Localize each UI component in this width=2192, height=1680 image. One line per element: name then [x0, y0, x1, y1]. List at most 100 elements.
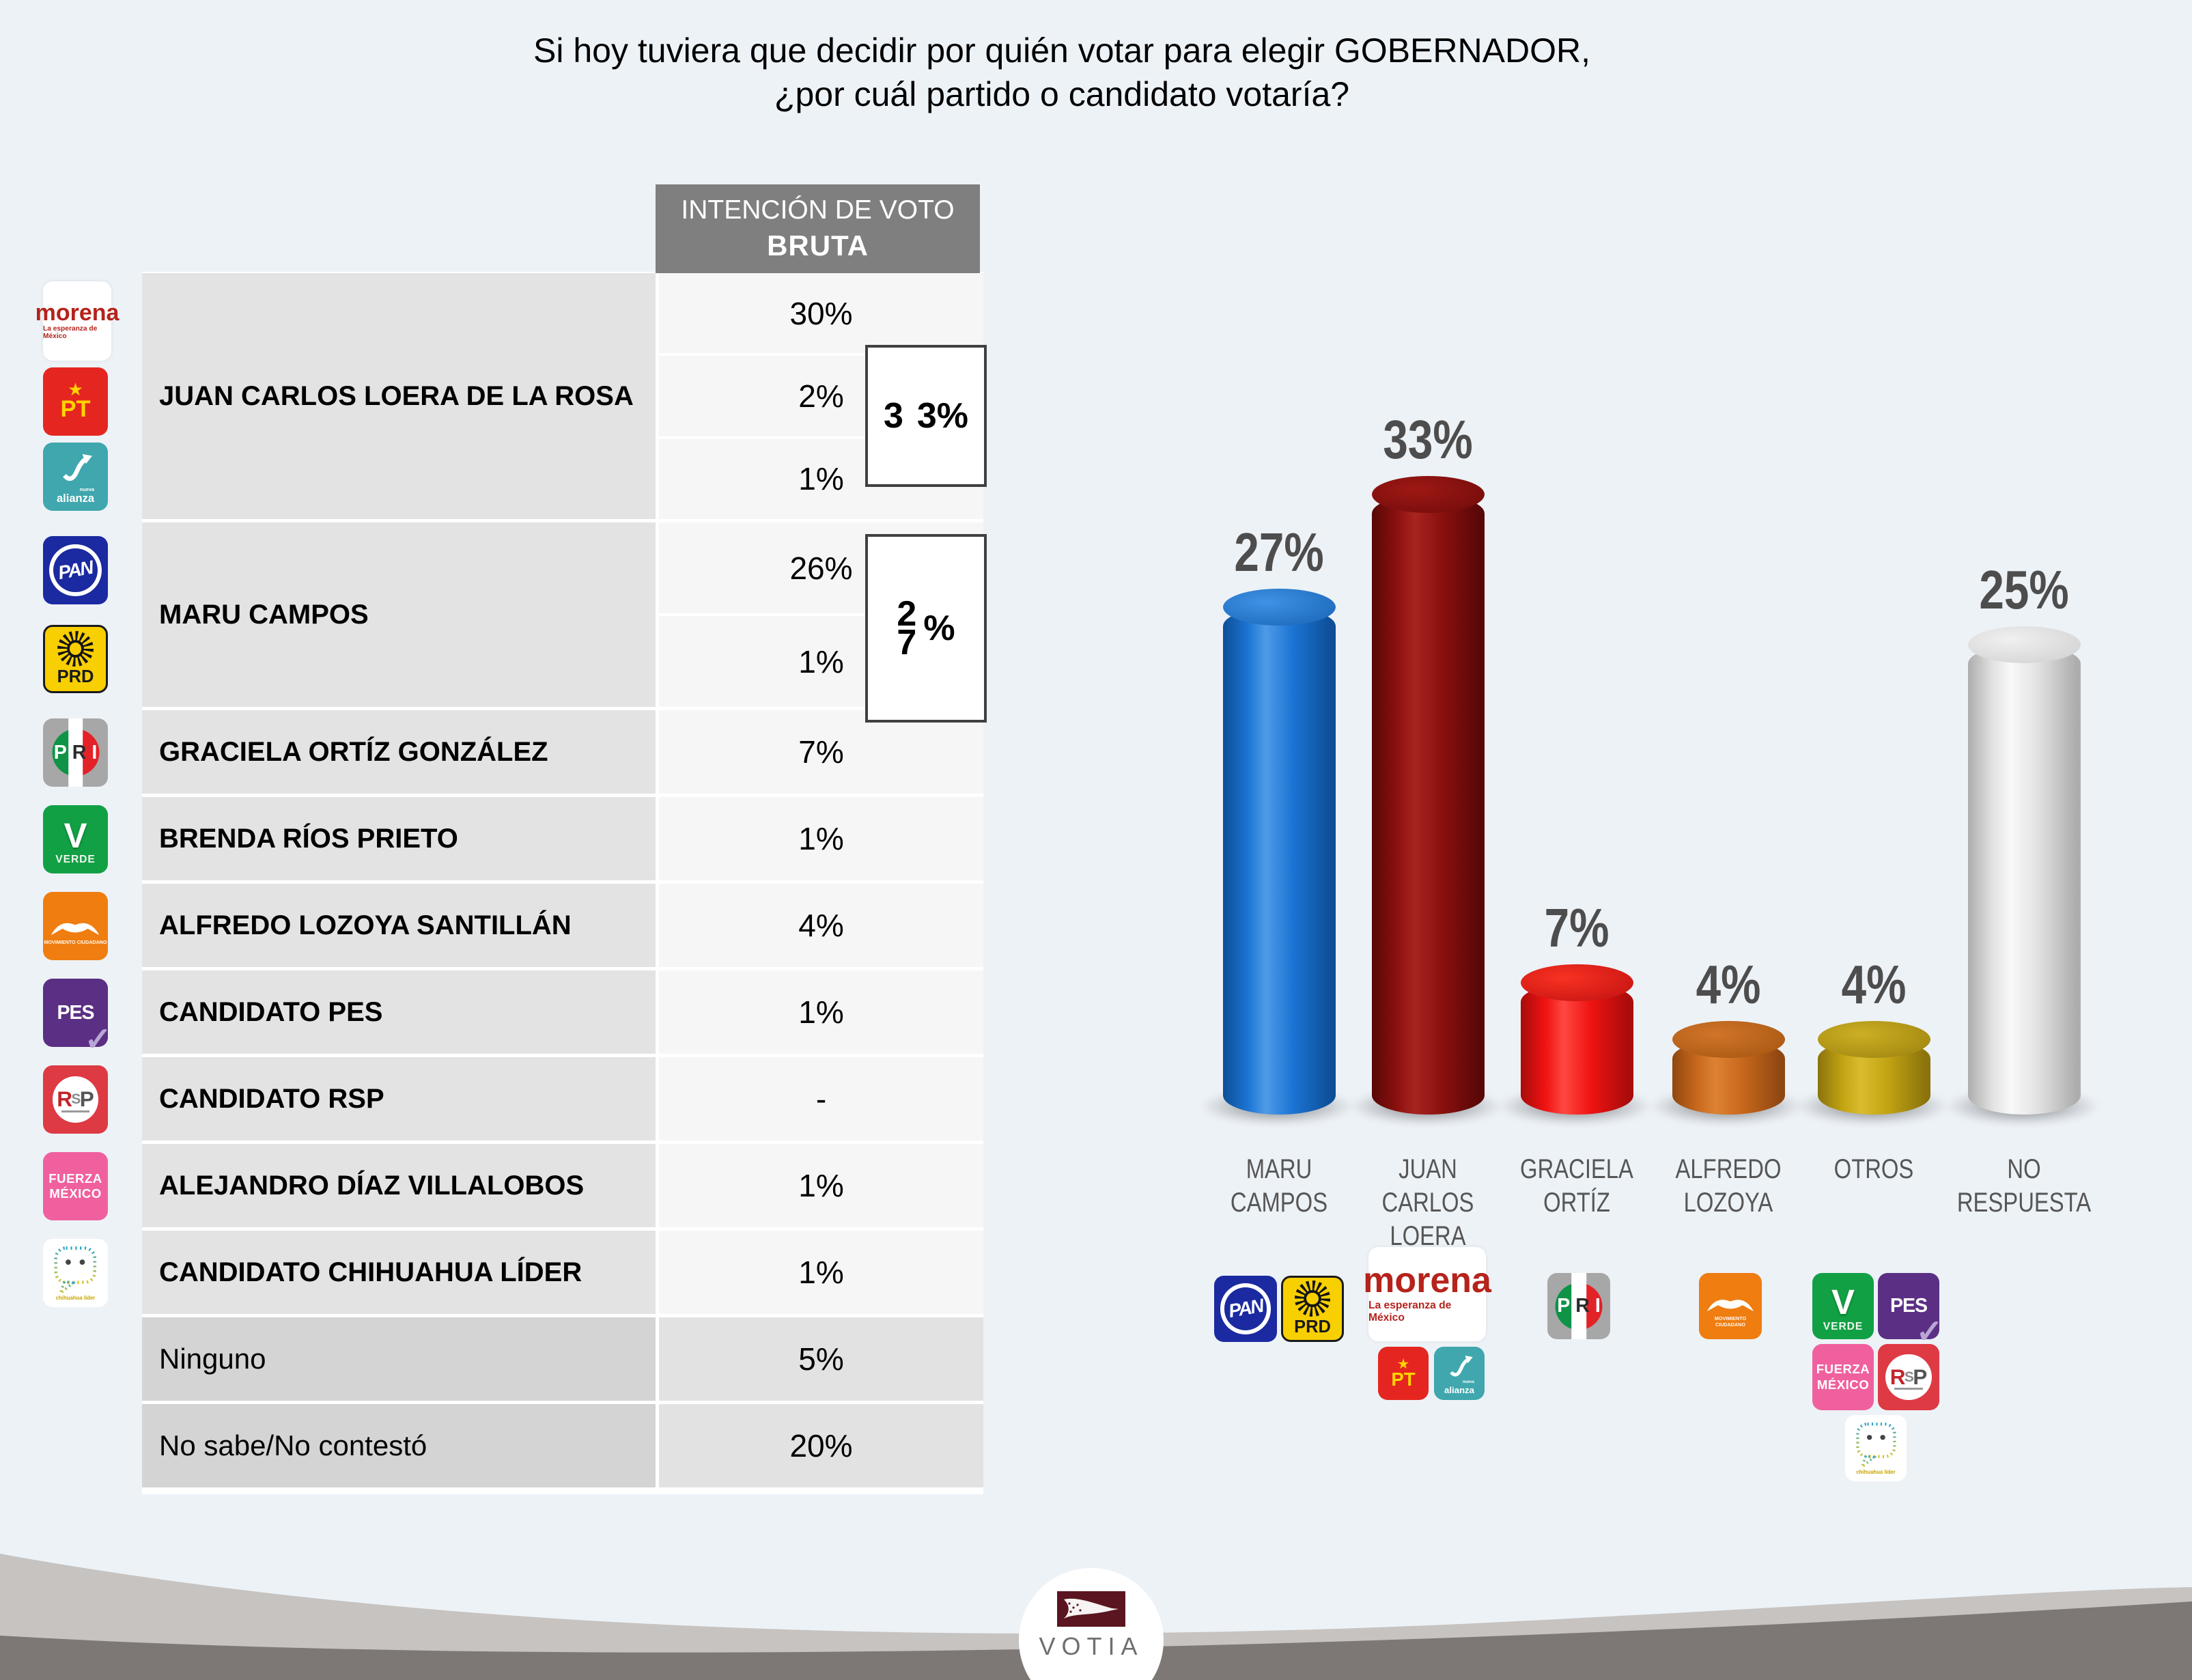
combined-percent-sign: % — [923, 608, 955, 648]
table-row: chihuahua líder CANDIDATO CHIHUAHUA LÍDE… — [31, 1231, 983, 1314]
vote-value: 30% — [659, 273, 983, 354]
candidate-name: GRACIELA ORTÍZ GONZÁLEZ — [142, 710, 656, 794]
page-title: Si hoy tuviera que decidir por quién vot… — [0, 29, 2124, 116]
bar-graciela-ortíz — [1494, 964, 1655, 1125]
pan-logo: PAN — [43, 536, 108, 604]
vote-value: 20% — [659, 1404, 983, 1487]
header-line-1: INTENCIÓN DE VOTO — [681, 195, 955, 225]
table-row: Ninguno 5% — [31, 1317, 983, 1401]
combined-digit: 2 — [897, 594, 917, 634]
bar-top — [1520, 964, 1633, 1001]
pt-logo: ★ PT — [43, 367, 108, 436]
prd-logo: PRD — [43, 625, 108, 693]
vote-value: 1% — [659, 970, 983, 1054]
table-row: PAN PRD MARU CAMPOS 26% 1% — [31, 522, 983, 707]
candidate-name: CANDIDATO CHIHUAHUA LÍDER — [142, 1231, 656, 1314]
bar-alfredo-lozoya — [1646, 1020, 1807, 1125]
combined-digit: 7 — [897, 623, 917, 662]
bar-value-label: 4% — [1841, 954, 1907, 1015]
pes-logo: PES ✓ — [43, 979, 112, 1056]
party-logos-cell: morena La esperanza de México ★ PT nueva al… — [31, 273, 142, 519]
table-row: PRI GRACIELA ORTÍZ GONZÁLEZ 7% — [31, 710, 983, 794]
vote-value: 1% — [659, 1144, 983, 1227]
option-name: Ninguno — [142, 1317, 656, 1401]
bar-value-label: 25% — [1979, 559, 2069, 620]
bar-top — [1817, 1021, 1930, 1058]
table-header: INTENCIÓN DE VOTO BRUTA — [656, 184, 980, 273]
table-row: No sabe/No contestó 20% — [31, 1404, 983, 1487]
bar-category-label: JUAN CARLOS LOERA — [1381, 1154, 1474, 1251]
vote-intention-table: INTENCIÓN DE VOTO BRUTA morena La esperan… — [31, 184, 1038, 1502]
table-row: V VERDE BRENDA RÍOS PRIETO 1% — [31, 797, 983, 880]
vote-value: 1% — [659, 797, 983, 880]
bar-maru-campos — [1196, 588, 1358, 1125]
vote-value: 5% — [659, 1317, 983, 1401]
fuerza-mexico-logo: FUERZA MÉXICO — [43, 1152, 108, 1220]
bar-body — [1222, 607, 1336, 1115]
verde-logo: V VERDE — [43, 805, 108, 873]
vote-value: 4% — [659, 884, 983, 967]
pes-logo: PES ✓ — [1878, 1273, 1943, 1349]
bar-top — [1672, 1021, 1785, 1058]
movimiento-ciudadano-logo: MOVIMIENTO CIUDADANO — [43, 892, 108, 960]
bar-body — [1371, 494, 1485, 1115]
bar-value-label: 7% — [1544, 897, 1610, 958]
party-logos-cell: PAN PRD — [31, 522, 142, 707]
bar-otros — [1791, 1020, 1952, 1125]
option-name: No sabe/No contestó — [142, 1404, 656, 1487]
candidate-name: JUAN CARLOS LOERA DE LA ROSA — [142, 273, 656, 519]
bar-top — [1967, 626, 2081, 663]
candidate-name: BRENDA RÍOS PRIETO — [142, 797, 656, 880]
bar-value-label: 27% — [1234, 522, 1324, 583]
combined-total-box-33: 3 3% — [865, 345, 987, 487]
pan-logo: PAN — [1214, 1276, 1277, 1342]
morena-logo: morena La esperanza de México — [1363, 1247, 1491, 1341]
votia-wordmark: VOTIA — [1039, 1632, 1144, 1660]
pri-logo: PRI — [43, 718, 108, 787]
pt-logo: ★ PT — [1378, 1347, 1429, 1400]
fuerza-mexico-logo: FUERZA MÉXICO — [1812, 1344, 1874, 1410]
alianza-logo: nueva alianza — [43, 443, 108, 511]
morena-logo: morena La esperanza de México — [36, 281, 119, 361]
bar-category-label: NO RESPUESTA — [1956, 1154, 2092, 1218]
table-row: morena La esperanza de México ★ PT nueva al… — [31, 273, 983, 519]
bar-category-label: GRACIELA ORTÍZ — [1520, 1154, 1633, 1218]
candidate-name: ALFREDO LOZOYA SANTILLÁN — [142, 884, 656, 967]
bar-body — [1967, 645, 2081, 1115]
candidate-name: CANDIDATO RSP — [142, 1057, 656, 1140]
bar-value-label: 33% — [1383, 409, 1473, 470]
table-row: PES ✓ CANDIDATO PES 1% — [31, 970, 983, 1056]
header-line-2: BRUTA — [767, 229, 869, 262]
vote-value: - — [659, 1057, 983, 1140]
combined-digit: 3 — [883, 396, 903, 436]
vote-value: 7% — [659, 710, 983, 794]
votia-emblem-icon — [1057, 1591, 1125, 1627]
title-line-1: Si hoy tuviera que decidir por quién vot… — [533, 31, 1590, 70]
bar-category-label: ALFREDO LOZOYA — [1675, 1154, 1782, 1218]
candidate-name: ALEJANDRO DÍAZ VILLALOBOS — [142, 1144, 656, 1227]
footer-swoosh — [0, 1554, 2192, 1680]
bar-top — [1371, 476, 1485, 513]
bar-value-label: 4% — [1696, 954, 1761, 1015]
bar-category-label: OTROS — [1833, 1154, 1914, 1184]
bar-body — [1520, 983, 1633, 1115]
bar-category-label: MARU CAMPOS — [1230, 1154, 1328, 1218]
bar-no-respuesta — [1941, 626, 2103, 1125]
movimiento-ciudadano-logo: MOVIMIENTO CIUDADANO — [1699, 1273, 1762, 1339]
title-line-2: ¿por cuál partido o candidato votaría? — [774, 75, 1350, 113]
verde-logo: V VERDE — [1812, 1273, 1874, 1339]
votia-logo: VOTIA — [1019, 1568, 1164, 1680]
chihuahua-lider-logo: chihuahua líder — [1845, 1415, 1907, 1481]
chihuahua-lider-logo: chihuahua líder — [43, 1239, 108, 1307]
prd-logo: PRD — [1281, 1276, 1344, 1342]
table-row: FUERZA MÉXICO ALEJANDRO DÍAZ VILLALOBOS 1… — [31, 1144, 983, 1227]
pri-logo: PRI — [1547, 1273, 1610, 1339]
combined-digit: 3% — [916, 396, 969, 436]
alianza-logo: nueva alianza — [1434, 1347, 1485, 1400]
candidate-name: CANDIDATO PES — [142, 970, 656, 1054]
